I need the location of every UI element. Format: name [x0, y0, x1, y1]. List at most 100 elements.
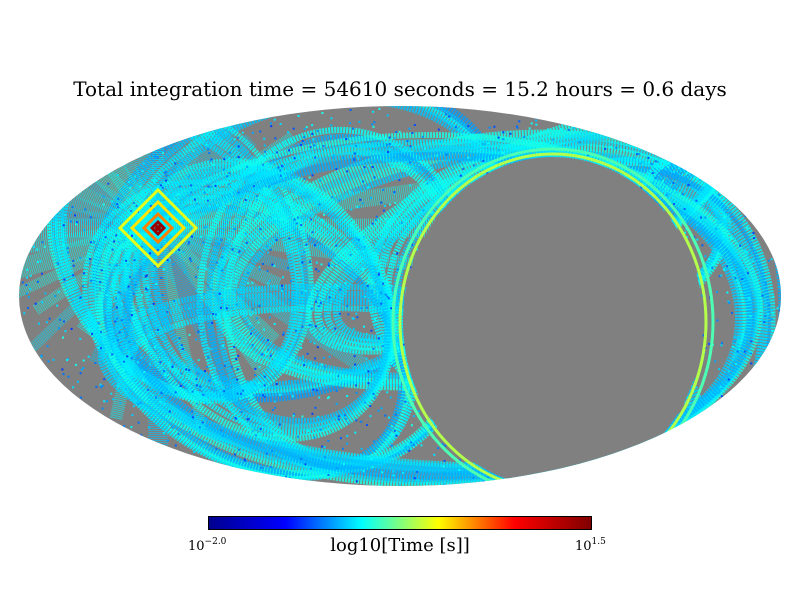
coverage-pixel	[321, 445, 324, 448]
coverage-pixel	[274, 434, 277, 437]
coverage-pixel	[267, 163, 270, 165]
coverage-pixel	[267, 251, 269, 254]
coverage-pixel	[277, 166, 280, 169]
coverage-pixel	[271, 468, 274, 471]
coverage-pixel	[731, 311, 733, 314]
coverage-pixel	[208, 205, 211, 208]
coverage-pixel	[79, 296, 82, 299]
coverage-pixel	[202, 393, 205, 396]
coverage-pixel	[319, 179, 322, 182]
coverage-pixel	[220, 429, 223, 432]
coverage-pixel	[327, 440, 330, 442]
coverage-pixel	[270, 125, 273, 128]
coverage-pixel	[335, 284, 338, 287]
coverage-pixel	[76, 221, 78, 224]
coverage-pixel	[772, 295, 775, 298]
coverage-pixel	[431, 211, 434, 214]
coverage-pixel	[130, 346, 133, 349]
coverage-pixel	[275, 151, 278, 154]
coverage-pixel	[761, 319, 763, 322]
coverage-pixel	[99, 383, 102, 386]
coverage-pixel	[331, 263, 334, 266]
coverage-pixel	[615, 146, 618, 149]
coverage-pixel	[750, 352, 752, 355]
coverage-pixel	[309, 146, 312, 149]
coverage-pixel	[344, 414, 346, 417]
coverage-pixel	[142, 379, 145, 382]
scan-spoke	[149, 224, 245, 404]
coverage-pixel	[293, 191, 296, 194]
coverage-pixel	[235, 303, 238, 306]
coverage-pixel	[258, 268, 261, 271]
coverage-pixel	[313, 144, 315, 147]
coverage-pixel	[330, 117, 333, 120]
coverage-pixel	[268, 185, 271, 188]
coverage-pixel	[261, 263, 264, 265]
coverage-pixel	[302, 355, 304, 358]
coverage-pixel	[279, 169, 282, 172]
coverage-pixel	[697, 414, 700, 417]
coverage-pixel	[318, 336, 321, 339]
coverage-pixel	[374, 219, 377, 221]
coverage-pixel	[430, 197, 433, 200]
coverage-pixel	[355, 480, 358, 483]
coverage-pixel	[373, 261, 376, 264]
coverage-pixel	[196, 402, 199, 405]
coverage-pixel	[100, 386, 103, 389]
coverage-pixel	[351, 479, 354, 482]
coverage-pixel	[369, 405, 372, 407]
coverage-pixel	[701, 294, 704, 297]
coverage-pixel	[714, 402, 717, 404]
coverage-pixel	[668, 193, 671, 196]
coverage-pixel	[129, 186, 132, 189]
coverage-pixel	[188, 194, 191, 197]
coverage-pixel	[141, 170, 144, 173]
coverage-pixel	[770, 318, 773, 321]
coverage-pixel	[362, 470, 365, 473]
coverage-pixel	[450, 139, 453, 142]
coverage-pixel	[178, 337, 181, 340]
coverage-pixel	[139, 402, 142, 405]
coverage-pixel	[70, 211, 72, 214]
coverage-pixel	[345, 468, 347, 471]
coverage-pixel	[228, 172, 231, 175]
coverage-pixel	[140, 356, 143, 359]
coverage-pixel	[191, 410, 194, 413]
coverage-pixel	[258, 382, 260, 385]
coverage-pixel	[342, 447, 344, 450]
coverage-pixel	[328, 231, 331, 234]
coverage-pixel	[263, 384, 266, 387]
coverage-pixel	[128, 181, 130, 184]
coverage-pixel	[473, 164, 476, 167]
coverage-pixel	[331, 196, 334, 199]
coverage-pixel	[637, 153, 640, 156]
coverage-pixel	[172, 263, 175, 266]
coverage-pixel	[316, 296, 319, 299]
coverage-pixel	[160, 392, 163, 395]
coverage-pixel	[349, 253, 352, 256]
coverage-pixel	[118, 331, 121, 334]
coverage-pixel	[246, 165, 249, 168]
coverage-pixel	[257, 321, 260, 324]
coverage-pixel	[405, 197, 408, 200]
coverage-pixel	[175, 305, 178, 308]
coverage-pixel	[454, 139, 457, 142]
coverage-pixel	[748, 297, 751, 300]
coverage-pixel	[125, 388, 127, 390]
coverage-pixel	[364, 295, 366, 298]
coverage-pixel	[225, 307, 228, 310]
coverage-pixel	[283, 460, 286, 463]
coverage-pixel	[763, 321, 766, 324]
coverage-pixel	[515, 125, 518, 128]
coverage-pixel	[720, 239, 723, 242]
coverage-pixel	[41, 301, 44, 304]
coverage-pixel	[497, 149, 500, 152]
coverage-pixel	[389, 396, 392, 399]
coverage-pixel	[316, 129, 319, 132]
coverage-pixel	[328, 296, 331, 299]
coverage-pixel	[371, 166, 374, 168]
coverage-pixel	[443, 459, 446, 462]
coverage-pixel	[120, 319, 123, 322]
coverage-pixel	[270, 385, 273, 388]
coverage-pixel	[373, 373, 376, 376]
